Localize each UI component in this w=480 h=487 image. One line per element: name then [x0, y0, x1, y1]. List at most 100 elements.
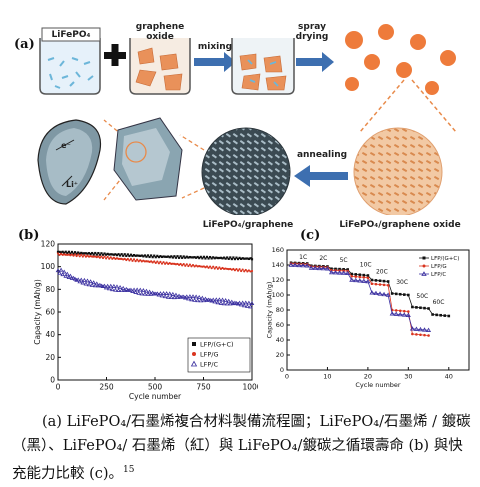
data-point: [126, 257, 129, 261]
data-point: [205, 265, 209, 268]
data-point: [108, 253, 111, 256]
data-point: [111, 257, 114, 260]
data-point: [181, 256, 184, 259]
data-point: [185, 255, 188, 258]
data-point: [157, 256, 160, 259]
series-1: [289, 262, 430, 337]
y-tick-label: 60: [45, 308, 55, 317]
data-point: [381, 291, 387, 297]
data-point: [334, 267, 337, 271]
figure-caption: (a) LiFePO₄/石墨烯複合材料製備流程圖；LiFePO₄/石墨烯 / 鍍…: [12, 410, 474, 486]
data-point: [203, 296, 208, 301]
data-point: [153, 260, 156, 263]
data-point: [230, 257, 233, 261]
data-point: [191, 263, 195, 267]
data-point: [134, 259, 137, 263]
data-point: [208, 265, 212, 268]
data-point: [68, 273, 73, 278]
data-point: [129, 258, 133, 261]
data-point: [300, 262, 306, 268]
data-point: [398, 292, 402, 296]
data-point: [163, 262, 167, 265]
x-tick-label: 10: [323, 373, 331, 381]
data-point: [184, 294, 190, 299]
data-point: [402, 309, 406, 313]
data-point: [131, 259, 134, 262]
data-point: [235, 267, 238, 271]
rate-label: 10C: [360, 262, 372, 269]
data-point: [227, 257, 230, 261]
y-tick-label: 40: [45, 330, 55, 339]
data-point: [91, 251, 94, 255]
data-point: [240, 257, 243, 261]
data-point: [123, 253, 126, 256]
data-point: [106, 255, 109, 259]
data-point: [369, 290, 375, 295]
data-point: [366, 276, 370, 280]
data-point: [153, 254, 156, 257]
series-2: [55, 267, 255, 309]
data-point: [187, 294, 193, 299]
data-point: [134, 287, 140, 292]
data-point: [244, 268, 247, 272]
data-point: [91, 280, 96, 285]
data-point: [213, 257, 216, 260]
legend-label: LFP/G: [200, 351, 219, 359]
rod-zoom-medium: [113, 117, 183, 201]
data-point: [394, 309, 398, 312]
data-point: [224, 257, 227, 260]
data-point: [413, 326, 419, 331]
legend-box: [187, 337, 251, 373]
data-point: [89, 252, 92, 256]
data-point: [215, 256, 218, 259]
data-point: [151, 256, 154, 259]
data-point: [160, 262, 164, 265]
data-point: [159, 293, 165, 298]
data-point: [81, 252, 84, 255]
data-point: [190, 294, 196, 299]
series-line: [291, 262, 449, 317]
data-point: [145, 255, 148, 258]
data-point: [198, 256, 201, 260]
data-point: [419, 333, 422, 337]
plus-icon: [104, 44, 126, 66]
x-tick-label: 500: [148, 383, 163, 392]
rate-label: 30C: [396, 279, 408, 286]
data-point: [128, 287, 134, 292]
data-point: [73, 253, 77, 256]
data-point: [389, 311, 395, 316]
y-axis-label: Capacity (mAh/g): [265, 282, 273, 339]
legend-marker: [422, 264, 426, 268]
data-point: [75, 252, 78, 255]
data-point: [147, 289, 152, 294]
data-point: [188, 263, 192, 266]
data-point: [92, 283, 98, 288]
data-point: [184, 256, 187, 259]
y-tick-label: 80: [276, 306, 284, 314]
data-point: [374, 279, 378, 282]
data-point: [91, 255, 94, 258]
data-point: [373, 290, 379, 296]
data-point: [345, 270, 351, 275]
data-point: [75, 277, 81, 282]
data-point: [108, 257, 111, 260]
data-point: [443, 314, 447, 317]
data-point: [155, 291, 160, 296]
data-point: [72, 252, 75, 255]
data-point: [160, 255, 164, 259]
data-point: [128, 259, 131, 262]
x-tick-label: 40: [445, 373, 453, 381]
x-tick-label: 20: [364, 373, 372, 381]
data-point: [207, 266, 210, 269]
data-point: [349, 277, 355, 282]
droplets-icon: [345, 24, 456, 95]
data-point: [98, 253, 102, 256]
data-point: [350, 272, 354, 276]
y-tick-label: 140: [272, 261, 284, 269]
data-point: [136, 254, 139, 257]
data-point: [66, 252, 69, 255]
data-point: [217, 297, 222, 302]
data-point: [106, 286, 112, 291]
legend-label: LFP/(G+C): [200, 341, 234, 349]
